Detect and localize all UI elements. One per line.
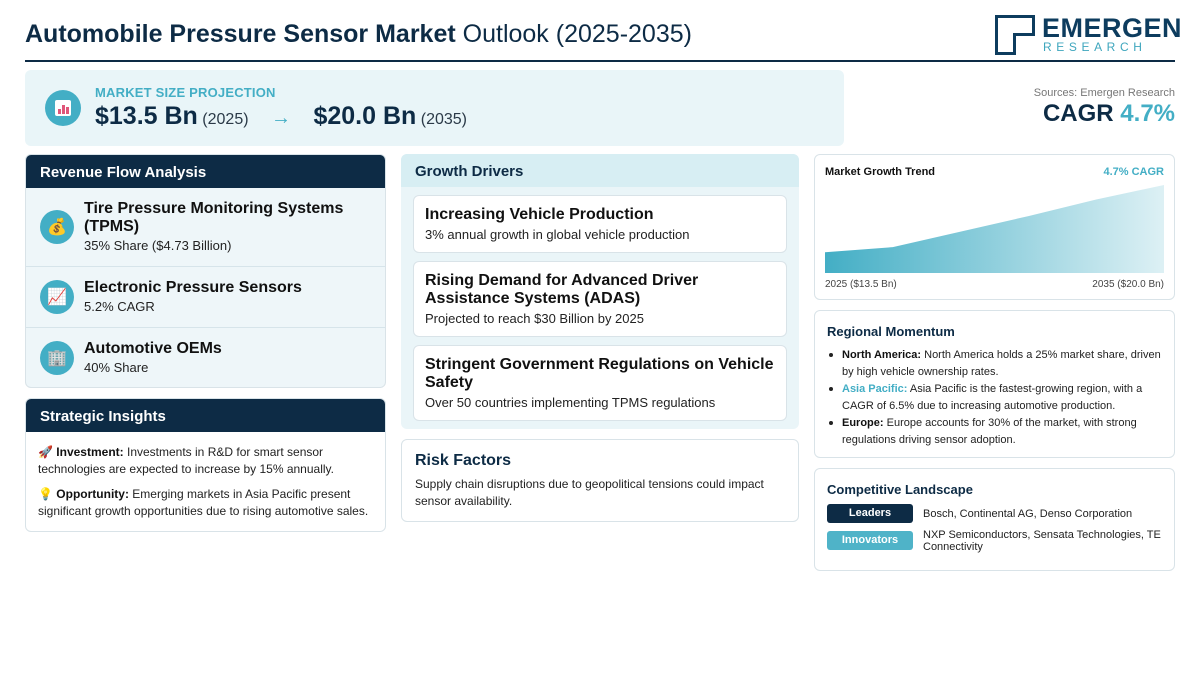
money-bag-icon: 💰	[40, 210, 74, 244]
emergen-logo: EMERGEN RESEARCH	[995, 14, 1182, 56]
region-text: Asia Pacific is the fastest-growing regi…	[842, 383, 1143, 412]
insight-label: Investment:	[56, 445, 124, 459]
end-value: $20.0 Bn	[313, 102, 417, 130]
projection-values: $13.5 Bn (2025) → $20.0 Bn (2035)	[95, 102, 467, 131]
page-header: Automobile Pressure Sensor Market Outloo…	[25, 12, 1182, 62]
revenue-item-name: Automotive OEMs	[84, 340, 222, 357]
leaders-text: Bosch, Continental AG, Denso Corporation	[923, 508, 1133, 520]
cagr-value: 4.7%	[1120, 100, 1175, 127]
trend-start-label: 2025 ($13.5 Bn)	[825, 279, 897, 290]
sources-text: Sources: Emergen Research	[1033, 87, 1175, 99]
trend-title: Market Growth Trend	[825, 166, 936, 178]
insight-label: Opportunity:	[56, 487, 129, 501]
trend-cagr: 4.7% CAGR	[1103, 166, 1164, 178]
revenue-item-oems: 🏢 Automotive OEMs 40% Share	[26, 328, 385, 387]
rocket-icon: 🚀	[38, 445, 53, 459]
bar-chart-icon	[45, 90, 81, 126]
competitive-landscape-panel: Competitive Landscape Leaders Bosch, Con…	[814, 468, 1175, 571]
driver-card: Increasing Vehicle Production 3% annual …	[413, 195, 787, 253]
revenue-item-sub: 35% Share ($4.73 Billion)	[84, 238, 232, 253]
leaders-badge: Leaders	[827, 504, 913, 523]
growth-drivers-title: Growth Drivers	[401, 154, 799, 187]
risk-factors-text: Supply chain disruptions due to geopolit…	[415, 477, 764, 508]
strategic-insights-panel: Strategic Insights 🚀 Investment: Investm…	[25, 398, 386, 532]
light-bulb-icon: 💡	[38, 487, 53, 501]
start-value: $13.5 Bn	[95, 102, 198, 130]
revenue-item-electronic: 📈 Electronic Pressure Sensors 5.2% CAGR	[26, 267, 385, 328]
cagr-display: CAGR 4.7%	[1043, 100, 1175, 128]
driver-sub: 3% annual growth in global vehicle produ…	[425, 227, 690, 242]
insight-opportunity: 💡 Opportunity: Emerging markets in Asia …	[38, 486, 378, 520]
driver-title: Increasing Vehicle Production	[425, 206, 654, 223]
market-growth-trend-panel: Market Growth Trend 4.7% CAGR 2025 ($13.…	[814, 154, 1175, 300]
growth-area-chart	[825, 185, 1164, 273]
logo-sub-text: RESEARCH	[1043, 40, 1147, 54]
revenue-item-name: Tire Pressure Monitoring Systems (TPMS)	[84, 200, 344, 235]
region-asia-pacific: Asia Pacific: Asia Pacific is the fastes…	[829, 381, 1167, 414]
region-text: North America holds a 25% market share, …	[842, 349, 1161, 378]
driver-sub: Over 50 countries implementing TPMS regu…	[425, 395, 716, 410]
driver-title: Stringent Government Regulations on Vehi…	[425, 356, 774, 391]
region-text: Europe accounts for 30% of the market, w…	[842, 417, 1137, 446]
competitive-landscape-title: Competitive Landscape	[827, 482, 973, 497]
growth-area	[825, 185, 1164, 273]
strategic-insights-title: Strategic Insights	[26, 399, 385, 432]
regional-momentum-panel: Regional Momentum North America: North A…	[814, 310, 1175, 458]
projection-label: MARKET SIZE PROJECTION	[95, 85, 276, 100]
region-north-america: North America: North America holds a 25%…	[829, 347, 1167, 380]
risk-factors-panel: Risk Factors Supply chain disruptions du…	[401, 439, 799, 522]
revenue-item-tpms: 💰 Tire Pressure Monitoring Systems (TPMS…	[26, 188, 385, 267]
title-rest: Outlook (2025-2035)	[455, 20, 692, 48]
region-label: Asia Pacific:	[842, 383, 908, 395]
cagr-label: CAGR	[1042, 100, 1114, 127]
revenue-item-sub: 5.2% CAGR	[84, 299, 155, 314]
end-year: (2035)	[420, 111, 467, 128]
regional-list: North America: North America holds a 25%…	[829, 347, 1167, 449]
region-label: Europe:	[842, 417, 884, 429]
region-label: North America:	[842, 349, 922, 361]
logo-mark-icon	[995, 15, 1035, 55]
arrow-right-icon: →	[271, 107, 291, 129]
driver-sub: Projected to reach $30 Billion by 2025	[425, 311, 644, 326]
region-europe: Europe: Europe accounts for 30% of the m…	[829, 415, 1167, 448]
insight-investment: 🚀 Investment: Investments in R&D for sma…	[38, 444, 378, 478]
start-year: (2025)	[202, 111, 249, 128]
revenue-item-name: Electronic Pressure Sensors	[84, 279, 302, 296]
chart-increasing-icon: 📈	[40, 280, 74, 314]
risk-factors-title: Risk Factors	[415, 452, 512, 469]
growth-drivers-panel: Growth Drivers Increasing Vehicle Produc…	[401, 154, 799, 429]
trend-end-label: 2035 ($20.0 Bn)	[1092, 279, 1164, 290]
driver-card: Stringent Government Regulations on Vehi…	[413, 345, 787, 421]
innovators-text: NXP Semiconductors, Sensata Technologies…	[923, 529, 1161, 553]
revenue-flow-title: Revenue Flow Analysis	[26, 155, 385, 188]
regional-momentum-title: Regional Momentum	[827, 324, 955, 339]
driver-title: Rising Demand for Advanced Driver Assist…	[425, 272, 699, 307]
office-building-icon: 🏢	[40, 341, 74, 375]
revenue-item-sub: 40% Share	[84, 360, 149, 375]
innovators-badge: Innovators	[827, 531, 913, 550]
page-title: Automobile Pressure Sensor Market Outloo…	[25, 20, 692, 49]
market-size-projection: MARKET SIZE PROJECTION $13.5 Bn (2025) →…	[25, 70, 844, 146]
logo-main-text: EMERGEN	[1042, 13, 1183, 43]
title-bold: Automobile Pressure Sensor Market	[25, 20, 456, 48]
revenue-flow-panel: Revenue Flow Analysis 💰 Tire Pressure Mo…	[25, 154, 386, 388]
driver-card: Rising Demand for Advanced Driver Assist…	[413, 261, 787, 337]
insight-text: Investments in R&D for smart sensor tech…	[38, 445, 334, 476]
insight-text: Emerging markets in Asia Pacific present…	[38, 487, 369, 518]
